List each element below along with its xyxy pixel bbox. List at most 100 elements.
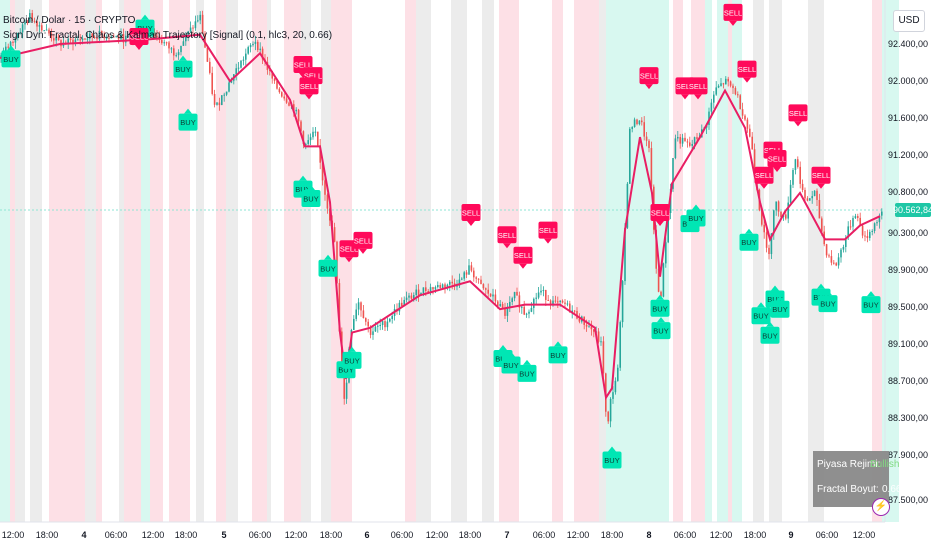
candle-body <box>667 213 669 243</box>
candle-body <box>81 38 84 41</box>
candle-body <box>547 299 549 301</box>
time-tick-label: 18:00 <box>744 530 767 540</box>
candle-body <box>374 326 377 332</box>
candle-body <box>192 27 194 29</box>
candle-body <box>113 36 115 38</box>
candle-body <box>209 61 211 73</box>
regime-band <box>808 0 824 522</box>
time-tick-label: 06:00 <box>105 530 128 540</box>
regime-band <box>552 0 558 522</box>
candle-body <box>312 131 314 138</box>
candle-body <box>516 291 518 296</box>
signal-label: BUY <box>604 456 619 465</box>
signal-label: SELL <box>676 82 694 91</box>
candle-body <box>163 42 165 44</box>
candle-body <box>837 257 840 266</box>
candle-body <box>761 210 763 225</box>
candle-body <box>441 284 444 289</box>
time-tick-label: 06:00 <box>533 530 556 540</box>
signal-label: BUY <box>503 361 518 370</box>
candle-body <box>405 297 408 300</box>
buy-signal: BUY <box>770 295 790 318</box>
currency-button[interactable]: USD <box>893 10 925 32</box>
signal-box <box>342 351 362 369</box>
candle-body <box>792 170 794 185</box>
candle-body <box>777 201 780 212</box>
signal-box <box>767 149 787 167</box>
signal-box <box>788 104 808 122</box>
candle-body <box>677 137 679 139</box>
candle-body <box>641 120 643 123</box>
candle-body <box>842 246 845 250</box>
candle-body <box>221 95 223 106</box>
candle-body <box>201 14 204 34</box>
candle-body <box>662 263 665 297</box>
regime-band <box>574 0 589 522</box>
candle-body <box>638 120 641 125</box>
candle-body <box>475 277 477 279</box>
price-tick-label: 90.800,00 <box>888 187 928 197</box>
candle-body <box>693 137 696 145</box>
candle-body <box>127 35 129 37</box>
candle-body <box>245 53 247 60</box>
candle-body <box>523 306 525 315</box>
regime-band <box>257 0 267 522</box>
candle-body <box>254 41 257 44</box>
candle-body <box>17 32 19 39</box>
signal-label: BUY <box>303 194 318 203</box>
sell-signal: SELL <box>497 226 517 249</box>
candle-body <box>873 223 876 231</box>
candle-body <box>55 36 57 41</box>
signal-pointer <box>345 257 353 263</box>
signal-pointer <box>305 94 313 100</box>
signal-box <box>353 231 373 249</box>
candle-body <box>569 303 571 313</box>
price-axis: 92.400,00 92.000,00 91.600,00 91.200,00 90.8… <box>888 39 928 505</box>
candle-body <box>864 235 866 237</box>
candle-body <box>751 136 753 150</box>
time-tick-label: 12:00 <box>426 530 449 540</box>
candle-body <box>573 310 576 312</box>
signal-pointer <box>657 317 665 323</box>
candle-body <box>115 36 117 38</box>
time-tick-label: 12:00 <box>142 530 165 540</box>
sell-signal: SELL <box>538 221 558 244</box>
candle-body <box>355 309 357 319</box>
regime-band <box>169 0 179 522</box>
time-tick-label: 06:00 <box>391 530 414 540</box>
candle-body <box>0 55 2 58</box>
candle-body <box>840 249 842 258</box>
candle-body <box>345 382 348 399</box>
candle-body <box>362 310 365 319</box>
candle-body <box>225 91 228 95</box>
candle-body <box>72 39 74 45</box>
candle-body <box>24 22 26 25</box>
price-tick-label: 88.300,00 <box>888 413 928 423</box>
candle-body <box>549 300 552 305</box>
candle-body <box>153 33 156 36</box>
candle-body <box>77 39 79 41</box>
candle-body <box>120 34 122 40</box>
candle-body <box>48 29 50 34</box>
signal-label: BUY <box>652 304 667 313</box>
candle-body <box>372 331 374 335</box>
regime-band <box>606 0 610 522</box>
signal-box <box>173 60 193 78</box>
candle-body <box>797 159 799 167</box>
signal-label: BUY <box>344 356 359 365</box>
sell-signal: SELL <box>639 67 659 90</box>
regime-band <box>722 0 728 522</box>
candle-body <box>511 298 513 303</box>
candle-body <box>53 38 55 41</box>
candle-body <box>285 98 288 103</box>
indicator-title[interactable]: Sign Dyn: Fractal, Chaos & Kalman Trajec… <box>3 30 333 41</box>
signal-markers: BUYBUYSELLBUYBUYBUYBUYSELLSELLSELLBUYBUY… <box>1 3 881 469</box>
regime-band <box>284 0 301 522</box>
signal-label: BUY <box>320 264 335 273</box>
candle-body <box>101 30 103 35</box>
regime-band <box>49 0 62 522</box>
symbol-title[interactable]: Bitcoin / Dolar · 15 · CRYPTO <box>3 15 136 26</box>
lightning-icon[interactable]: ⚡ <box>872 498 890 516</box>
candle-body <box>871 230 873 232</box>
